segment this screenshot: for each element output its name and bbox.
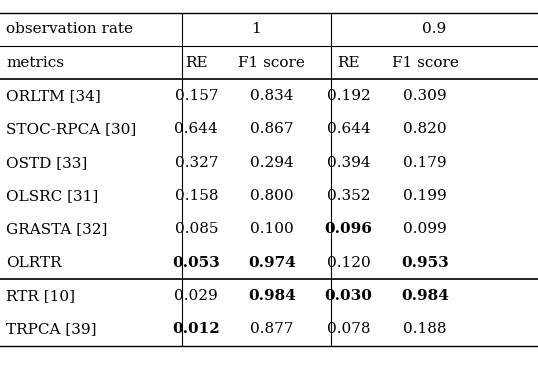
Text: TRPCA [39]: TRPCA [39]: [6, 322, 97, 336]
Text: 0.984: 0.984: [248, 289, 295, 303]
Text: 0.352: 0.352: [327, 189, 370, 203]
Text: 0.012: 0.012: [173, 322, 220, 336]
Text: 0.984: 0.984: [401, 289, 449, 303]
Text: 0.053: 0.053: [173, 255, 220, 270]
Text: 0.078: 0.078: [327, 322, 370, 336]
Text: RTR [10]: RTR [10]: [6, 289, 75, 303]
Text: RE: RE: [337, 56, 360, 70]
Text: 0.867: 0.867: [250, 122, 293, 137]
Text: 0.394: 0.394: [327, 156, 371, 170]
Text: 0.953: 0.953: [401, 255, 449, 270]
Text: 0.158: 0.158: [175, 189, 218, 203]
Text: 0.327: 0.327: [175, 156, 218, 170]
Text: 0.157: 0.157: [175, 89, 218, 103]
Text: OLRTR: OLRTR: [6, 255, 62, 270]
Text: 0.834: 0.834: [250, 89, 293, 103]
Text: 0.974: 0.974: [248, 255, 295, 270]
Text: RE: RE: [185, 56, 208, 70]
Text: 0.800: 0.800: [250, 189, 294, 203]
Text: 0.179: 0.179: [403, 156, 447, 170]
Text: 0.644: 0.644: [174, 122, 218, 137]
Text: F1 score: F1 score: [238, 56, 305, 70]
Text: metrics: metrics: [6, 56, 65, 70]
Text: 0.188: 0.188: [404, 322, 447, 336]
Text: 0.644: 0.644: [327, 122, 371, 137]
Text: STOC-RPCA [30]: STOC-RPCA [30]: [6, 122, 137, 137]
Text: 0.085: 0.085: [175, 222, 218, 236]
Text: OLSRC [31]: OLSRC [31]: [6, 189, 98, 203]
Text: 0.820: 0.820: [403, 122, 447, 137]
Text: 0.029: 0.029: [174, 289, 218, 303]
Text: 0.877: 0.877: [250, 322, 293, 336]
Text: F1 score: F1 score: [392, 56, 458, 70]
Text: 0.9: 0.9: [422, 22, 447, 37]
Text: 0.294: 0.294: [250, 156, 294, 170]
Text: observation rate: observation rate: [6, 22, 133, 37]
Text: 0.030: 0.030: [325, 289, 372, 303]
Text: ORLTM [34]: ORLTM [34]: [6, 89, 101, 103]
Text: OSTD [33]: OSTD [33]: [6, 156, 88, 170]
Text: 0.096: 0.096: [325, 222, 372, 236]
Text: 0.309: 0.309: [403, 89, 447, 103]
Text: 0.120: 0.120: [327, 255, 371, 270]
Text: 1: 1: [251, 22, 261, 37]
Text: 0.100: 0.100: [250, 222, 294, 236]
Text: 0.192: 0.192: [327, 89, 371, 103]
Text: GRASTA [32]: GRASTA [32]: [6, 222, 108, 236]
Text: 0.199: 0.199: [403, 189, 447, 203]
Text: 0.099: 0.099: [403, 222, 447, 236]
